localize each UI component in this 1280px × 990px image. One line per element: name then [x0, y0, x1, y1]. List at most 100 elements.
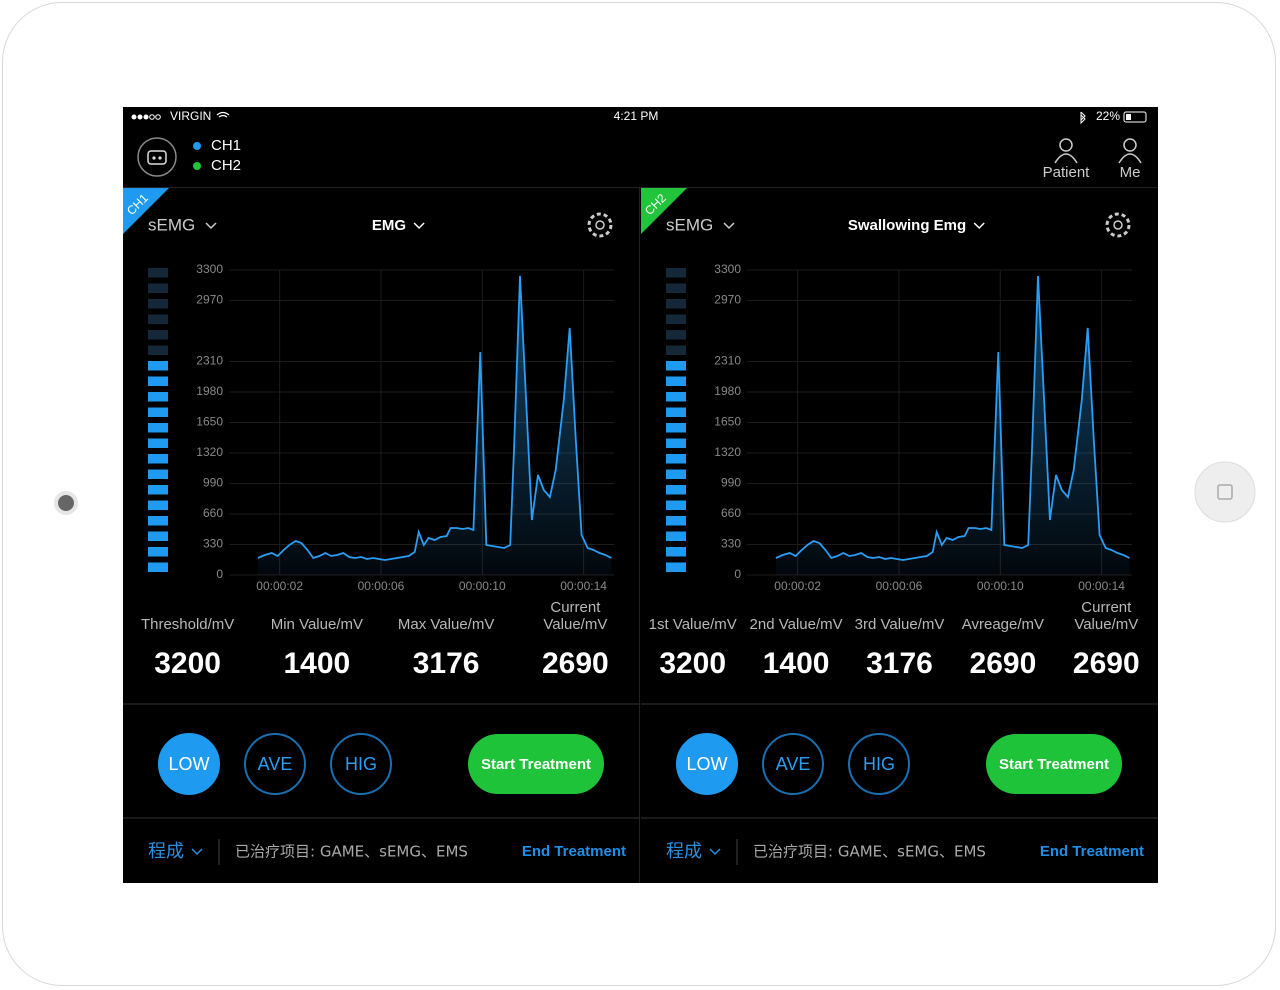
dropdown-chevron [723, 222, 735, 230]
battery-fill [1126, 114, 1131, 120]
stat-label: 1st Value/mV [648, 616, 737, 633]
device-dot [152, 156, 156, 160]
stat-value: 2690 [542, 647, 609, 680]
y-tick-label: 1980 [714, 384, 741, 398]
meter-segment [666, 361, 686, 371]
nav-icon-body [1054, 153, 1078, 164]
stat-label: 2nd Value/mV [749, 616, 843, 633]
dropdown-chevron [205, 222, 217, 230]
stat-value: 3200 [154, 647, 221, 680]
level-button[interactable] [848, 733, 910, 795]
meter-segment [148, 299, 168, 309]
meter-segment [148, 547, 168, 557]
treated-items: 已治疗项目: GAME、sEMG、EMS [753, 843, 986, 861]
signal-select[interactable]: Swallowing Emg [848, 217, 966, 234]
treated-items: 已治疗项目: GAME、sEMG、EMS [235, 843, 468, 861]
settings-gear[interactable] [587, 212, 613, 238]
meter-segment [148, 423, 168, 433]
stat-value: 3176 [413, 647, 480, 680]
top-bar: VIRGIN 4:21 PM 22% CH1 CH2 Patient Me [123, 109, 1158, 188]
level-button[interactable] [244, 733, 306, 795]
mode-select[interactable]: sEMG [666, 215, 713, 234]
stat-value: 1400 [763, 647, 830, 680]
signal-dots [131, 114, 161, 120]
area-fill [257, 275, 612, 575]
signal-select[interactable]: EMG [372, 217, 406, 234]
doctor-select[interactable]: 程成 [666, 841, 702, 862]
stat-label: Min Value/mV [270, 616, 363, 633]
home-button[interactable] [1194, 461, 1256, 523]
start-label: Start Treatment [481, 756, 591, 773]
x-tick-label: 00:00:14 [1078, 579, 1125, 593]
meter-segment [666, 283, 686, 293]
level-label: HIG [345, 754, 377, 774]
y-tick-label: 1650 [714, 415, 741, 429]
settings-gear[interactable] [1105, 212, 1131, 238]
meter-segment [148, 361, 168, 371]
screen: VIRGIN 4:21 PM 22% CH1 CH2 Patient Me CH1 sE… [123, 107, 1158, 883]
meter-segment [666, 299, 686, 309]
meter-segment [148, 469, 168, 479]
end-button[interactable]: End Treatment [1040, 843, 1144, 860]
y-tick-label: 1980 [196, 384, 223, 398]
meter-segment [666, 438, 686, 448]
home-icon [1217, 484, 1233, 500]
y-tick-label: 2310 [196, 354, 223, 368]
carrier: VIRGIN [170, 109, 211, 123]
stat-value: 2690 [1073, 647, 1140, 680]
start-button[interactable] [468, 734, 604, 794]
y-tick-label: 0 [734, 567, 741, 581]
meter-segment [148, 454, 168, 464]
y-tick-label: 1320 [196, 445, 223, 459]
level-button[interactable] [676, 733, 738, 795]
stat-value: 3176 [866, 647, 933, 680]
y-tick-label: 660 [721, 506, 741, 520]
x-tick-label: 00:00:02 [256, 579, 303, 593]
device-icon[interactable] [137, 137, 177, 177]
dropdown-chevron [973, 222, 985, 230]
level-label: AVE [258, 754, 293, 774]
area-fill [775, 275, 1130, 575]
channel-tag [123, 188, 169, 234]
meter-segment [148, 330, 168, 340]
doctor-select[interactable]: 程成 [148, 841, 184, 862]
x-tick-label: 00:00:06 [876, 579, 923, 593]
nav-label[interactable]: Patient [1043, 164, 1091, 181]
meter-segment [666, 485, 686, 495]
meter-segment [148, 516, 168, 526]
meter-segment [148, 407, 168, 417]
meter-segment [666, 376, 686, 386]
level-button[interactable] [762, 733, 824, 795]
device-glyph [147, 150, 167, 165]
meter-segment [148, 531, 168, 541]
meter-segment [148, 283, 168, 293]
level-label: LOW [686, 754, 727, 774]
meter-segment [148, 562, 168, 572]
level-label: HIG [863, 754, 895, 774]
y-tick-label: 1650 [196, 415, 223, 429]
channel-label: CH2 [211, 157, 241, 174]
level-label: LOW [168, 754, 209, 774]
wifi-icon [216, 111, 230, 118]
nav-icon-head [1123, 138, 1137, 152]
settings-gear-inner [595, 220, 605, 230]
device-dot [158, 156, 162, 160]
x-tick-label: 00:00:02 [774, 579, 821, 593]
mode-select[interactable]: sEMG [148, 215, 195, 234]
nav-label[interactable]: Me [1120, 164, 1141, 181]
y-tick-label: 3300 [196, 262, 223, 276]
x-tick-label: 00:00:10 [459, 579, 506, 593]
y-tick-label: 990 [203, 476, 223, 490]
meter-segment [666, 454, 686, 464]
start-button[interactable] [986, 734, 1122, 794]
meter-segment [148, 376, 168, 386]
level-button[interactable] [330, 733, 392, 795]
meter-segment [148, 438, 168, 448]
level-button[interactable] [158, 733, 220, 795]
y-tick-label: 990 [721, 476, 741, 490]
meter-segment [666, 531, 686, 541]
end-button[interactable]: End Treatment [522, 843, 626, 860]
